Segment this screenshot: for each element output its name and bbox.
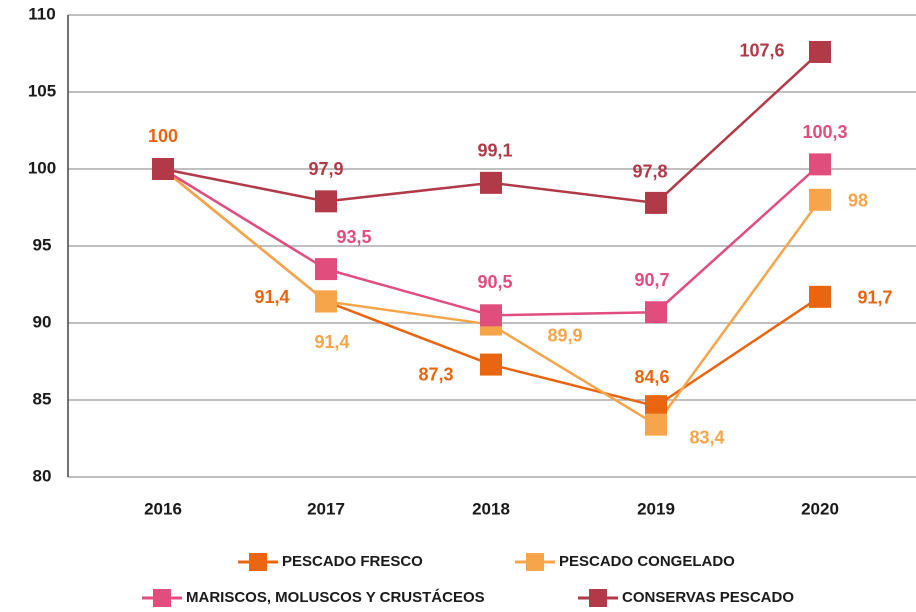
legend-marker [526, 553, 544, 571]
marker [480, 353, 502, 376]
value-label: 89,9 [547, 325, 582, 345]
value-label: 93,5 [336, 227, 371, 247]
legend-label: PESCADO FRESCO [282, 553, 423, 570]
y-tick-label: 90 [33, 312, 52, 331]
marker [809, 285, 831, 308]
legend-marker [153, 589, 171, 607]
marker [645, 301, 667, 324]
marker [315, 190, 337, 213]
marker [645, 395, 667, 418]
legend-label: MARISCOS, MOLUSCOS Y CRUSTÁCEOS [186, 589, 485, 606]
marker [809, 188, 831, 211]
y-tick-label: 95 [33, 235, 52, 254]
value-label: 100,3 [802, 122, 847, 142]
value-label: 100 [148, 126, 178, 146]
y-tick-label: 110 [28, 4, 55, 23]
marker [480, 304, 502, 327]
value-label: 97,8 [632, 162, 667, 182]
value-label: 97,9 [308, 159, 343, 179]
value-label: 99,1 [477, 141, 512, 161]
value-label: 107,6 [739, 41, 784, 61]
value-label: 91,7 [857, 288, 892, 308]
value-label: 91,4 [314, 332, 349, 352]
legend-label: CONSERVAS PESCADO [622, 589, 794, 606]
value-label: 90,7 [634, 270, 669, 290]
y-tick-label: 105 [28, 81, 56, 100]
marker [315, 290, 337, 313]
value-label: 98 [848, 191, 868, 211]
x-tick-label: 2019 [637, 499, 675, 518]
y-tick-label: 80 [33, 466, 52, 485]
marker [809, 153, 831, 176]
marker [480, 171, 502, 194]
legend-marker [589, 589, 607, 607]
x-tick-label: 2017 [307, 499, 345, 518]
x-tick-label: 2020 [801, 499, 839, 518]
marker [645, 413, 667, 436]
value-label: 83,4 [689, 427, 724, 447]
value-label: 87,3 [418, 364, 453, 384]
y-tick-label: 100 [28, 158, 56, 177]
marker [315, 258, 337, 281]
legend-label: PESCADO CONGELADO [559, 553, 735, 570]
value-label: 84,6 [634, 367, 669, 387]
x-tick-label: 2018 [472, 499, 510, 518]
value-label: 90,5 [477, 272, 512, 292]
legend-marker [249, 553, 267, 571]
marker [809, 40, 831, 63]
marker [152, 158, 174, 180]
x-tick-label: 2016 [144, 499, 182, 518]
marker [645, 191, 667, 214]
value-label: 91,4 [254, 287, 289, 307]
y-tick-label: 85 [33, 389, 52, 408]
